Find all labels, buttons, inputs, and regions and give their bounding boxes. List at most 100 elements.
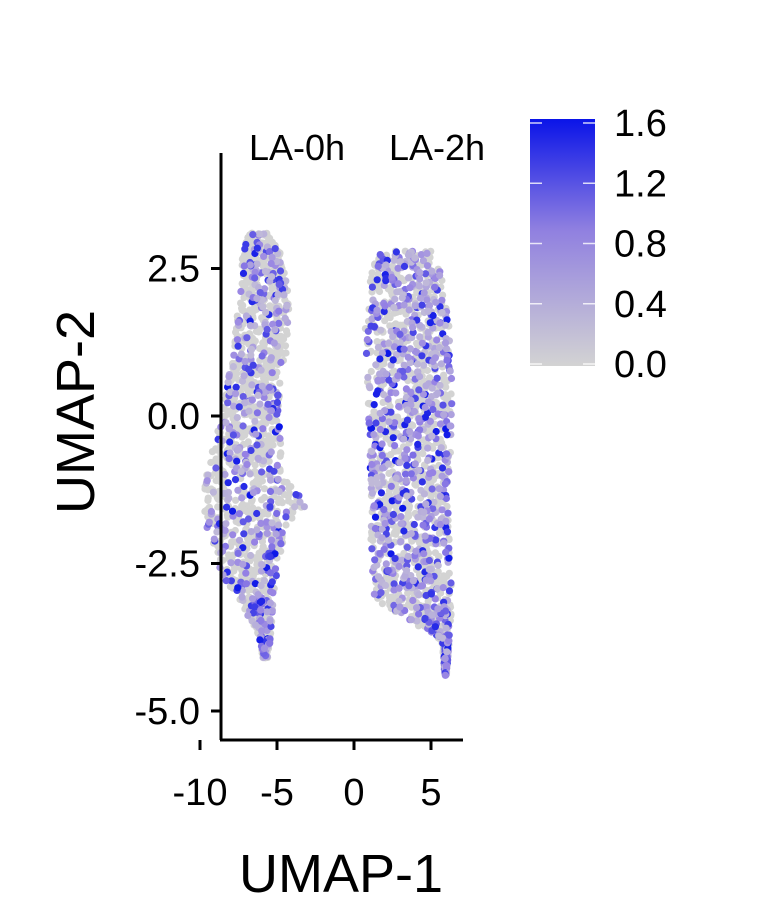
cell-point	[413, 360, 422, 368]
cell-point	[266, 639, 274, 647]
cell-point	[370, 323, 378, 331]
cell-point	[378, 600, 386, 608]
cell-point	[228, 507, 237, 515]
cell-point	[273, 258, 281, 266]
cell-point	[438, 296, 446, 304]
cell-point	[394, 413, 402, 421]
cell-point	[222, 419, 230, 427]
cell-point	[416, 275, 424, 283]
cell-point	[268, 253, 276, 261]
cell-point	[240, 482, 248, 491]
cell-point	[432, 298, 440, 306]
y-tick-label: 0.0	[147, 396, 200, 438]
cell-point	[441, 339, 450, 347]
cell-point	[281, 342, 290, 350]
cell-point	[376, 355, 384, 363]
cell-point	[368, 489, 376, 497]
cell-point	[416, 321, 424, 329]
cell-point	[260, 485, 268, 493]
cell-point	[226, 438, 234, 446]
cell-point	[403, 416, 412, 424]
cell-point	[276, 452, 284, 460]
cell-point	[253, 294, 261, 302]
cell-point	[253, 244, 261, 252]
cell-point	[446, 422, 454, 430]
cell-point	[370, 401, 378, 409]
cell-point	[405, 502, 413, 510]
cell-point	[400, 345, 408, 353]
cell-point	[212, 464, 220, 472]
cell-point	[272, 530, 280, 538]
cell-point	[267, 407, 275, 415]
cell-point	[445, 637, 453, 645]
cell-point	[428, 384, 436, 392]
cell-point	[413, 617, 421, 625]
cell-point	[370, 430, 378, 439]
cell-point	[428, 267, 436, 275]
cell-point	[384, 567, 392, 575]
cell-point	[273, 398, 281, 407]
cell-point	[241, 357, 249, 366]
x-tick-label: -5	[260, 772, 294, 814]
cell-point	[391, 442, 399, 450]
cell-point	[247, 551, 255, 560]
cell-point	[253, 260, 261, 268]
cell-point	[439, 401, 447, 409]
cell-point	[432, 427, 440, 436]
cell-point	[260, 340, 269, 348]
cell-point	[443, 316, 451, 324]
cell-point	[276, 267, 285, 275]
cell-point	[265, 383, 274, 391]
colorbar-ticks: 1.6 1.2 0.8 0.4 0.0	[530, 103, 667, 386]
cell-point	[260, 417, 268, 425]
cell-point	[445, 569, 453, 577]
cell-point	[414, 432, 422, 440]
cell-point	[442, 395, 450, 403]
cell-point	[205, 518, 213, 526]
cell-point	[257, 567, 265, 575]
cell-point	[379, 464, 387, 472]
cell-point	[434, 561, 442, 570]
cell-point	[374, 343, 382, 351]
colorbar-tick-label: 0.8	[614, 224, 667, 266]
cell-point	[445, 587, 454, 595]
cell-point	[373, 306, 381, 314]
cell-point	[429, 405, 437, 414]
cell-point	[423, 249, 431, 257]
cell-point	[404, 589, 412, 597]
cell-point	[424, 398, 432, 406]
cell-point	[225, 494, 233, 502]
cell-point	[247, 351, 255, 359]
y-tick-label: -5.0	[135, 691, 200, 733]
cell-point	[401, 454, 409, 462]
cell-point	[265, 413, 273, 422]
cell-point	[436, 520, 444, 529]
cell-point	[381, 302, 389, 310]
cell-point	[229, 363, 237, 371]
cell-point	[235, 536, 244, 544]
cell-point	[256, 636, 264, 644]
cell-point	[232, 383, 240, 391]
cell-point	[258, 468, 266, 476]
cell-point	[420, 550, 428, 558]
cell-point	[257, 519, 265, 528]
cell-point	[220, 489, 228, 498]
cell-point	[385, 339, 393, 347]
cell-point	[362, 349, 371, 357]
cell-point	[271, 326, 279, 334]
cell-point	[377, 326, 385, 334]
cell-point	[230, 402, 238, 410]
cell-point	[443, 356, 451, 364]
cell-point	[251, 538, 259, 546]
cell-point	[258, 448, 266, 456]
cell-point	[239, 544, 247, 552]
cell-point	[264, 400, 272, 408]
cell-point	[225, 372, 233, 380]
cell-point	[261, 267, 270, 275]
cell-point	[376, 550, 384, 558]
y-axis-title: UMAP-2	[46, 310, 106, 514]
cell-point	[368, 530, 376, 539]
cell-point	[371, 513, 380, 521]
cell-point	[275, 521, 283, 529]
cell-point	[237, 350, 245, 358]
